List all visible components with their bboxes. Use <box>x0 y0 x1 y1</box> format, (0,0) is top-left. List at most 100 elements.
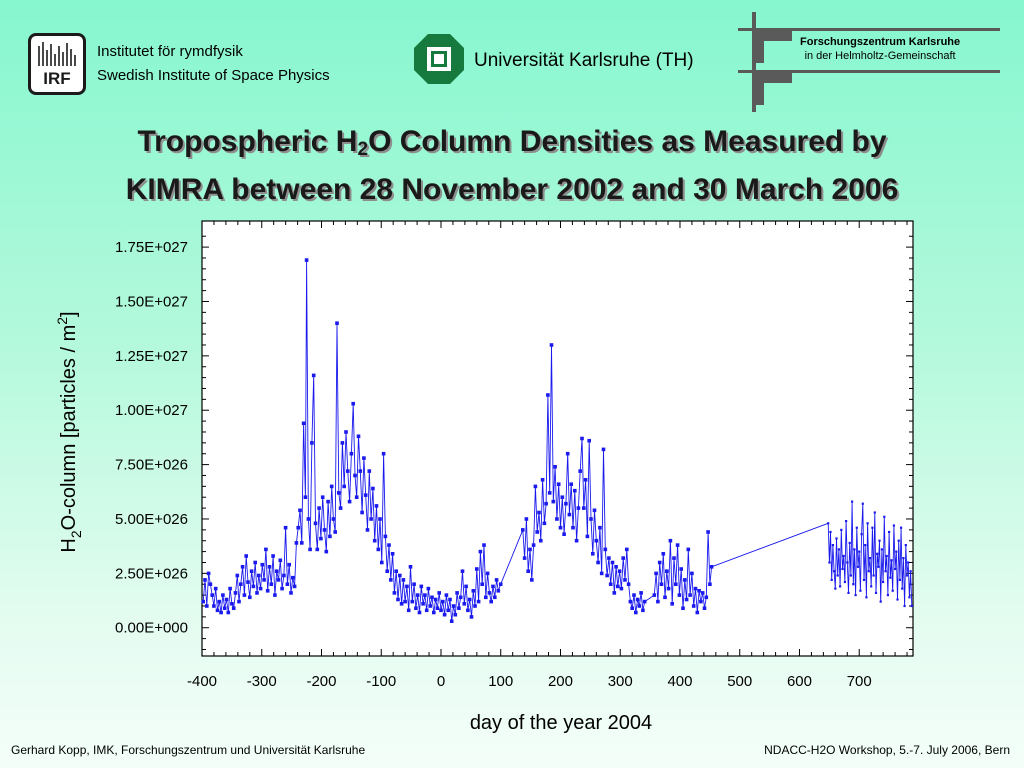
data-point <box>201 599 205 604</box>
data-point <box>337 491 341 495</box>
data-point <box>837 548 840 551</box>
data-point <box>433 597 438 602</box>
data-point <box>365 528 370 532</box>
x-axis-label: day of the year 2004 <box>470 712 652 734</box>
data-point <box>283 525 288 530</box>
data-point <box>841 567 844 571</box>
data-point <box>901 587 904 590</box>
data-point <box>466 608 470 613</box>
data-point <box>585 534 590 539</box>
data-point <box>351 401 355 406</box>
data-point <box>858 550 861 553</box>
data-point <box>396 597 400 602</box>
data-point <box>392 591 397 595</box>
data-point <box>437 591 441 595</box>
data-point <box>329 484 334 489</box>
data-point <box>322 528 327 532</box>
data-point <box>839 585 842 588</box>
data-point <box>859 589 862 592</box>
axis-tick-labels: -400 -300 -200 -100 0 100 200 300 400 500 600 700 0.… <box>115 239 872 690</box>
data-point <box>874 591 878 594</box>
data-point <box>885 554 888 558</box>
data-point <box>617 569 622 573</box>
data-point <box>835 537 838 540</box>
data-point <box>616 584 620 589</box>
fzk-name: Forschungszentrum Karlsruhe in der Helmh… <box>800 35 960 63</box>
footer-author: Gerhard Kopp, IMK, Forschungszentrum und… <box>11 743 366 757</box>
data-point <box>240 565 245 569</box>
data-point <box>628 599 633 604</box>
data-point <box>455 591 459 595</box>
data-point <box>419 584 424 589</box>
data-point <box>371 486 375 491</box>
data-point <box>280 586 284 591</box>
data-point <box>457 606 461 610</box>
data-point <box>592 508 597 513</box>
data-point <box>212 604 216 608</box>
data-point <box>253 560 257 565</box>
data-point <box>679 567 683 571</box>
data-point <box>878 539 881 542</box>
data-point <box>358 469 363 473</box>
data-point <box>203 578 207 582</box>
data-point <box>496 589 501 593</box>
data-point <box>453 612 458 617</box>
data-point <box>596 560 600 565</box>
data-point <box>867 570 870 573</box>
data-point <box>298 508 302 513</box>
data-point <box>206 571 211 576</box>
data-point <box>460 569 465 573</box>
data-point <box>249 569 254 573</box>
data-point <box>890 559 893 562</box>
data-point <box>688 593 692 597</box>
data-point <box>278 558 283 563</box>
data-point <box>389 578 393 582</box>
y-tick-label: 1.50E+027 <box>115 293 188 310</box>
data-point <box>231 606 236 610</box>
data-point <box>677 593 682 597</box>
y-tick-label: 1.25E+027 <box>115 348 188 365</box>
data-point <box>467 597 472 602</box>
data-point <box>269 582 274 586</box>
data-point <box>262 578 266 582</box>
data-point <box>521 528 525 532</box>
data-point <box>836 574 839 577</box>
data-point <box>674 582 678 586</box>
y-tick-label: 1.75E+027 <box>115 239 188 256</box>
data-point <box>394 569 398 573</box>
data-point <box>877 565 880 568</box>
data-point <box>300 541 304 545</box>
data-point <box>870 585 873 588</box>
data-point <box>608 582 613 586</box>
data-point <box>691 604 696 608</box>
data-point <box>695 610 700 615</box>
x-tick-label: 100 <box>488 673 513 690</box>
data-point <box>860 533 863 536</box>
data-point <box>383 534 388 539</box>
data-point <box>555 517 559 521</box>
irf-institute-name: Institutet för rymdfysik Swedish Institu… <box>97 40 330 88</box>
data-point <box>872 574 875 577</box>
data-point <box>897 539 900 542</box>
data-point <box>478 549 483 554</box>
page-title: Tropospheric H2O Column Densities as Mea… <box>0 122 1024 210</box>
data-point <box>530 578 534 582</box>
x-tick-label: 200 <box>548 673 573 690</box>
data-point <box>693 586 698 591</box>
data-point <box>441 599 445 604</box>
data-point <box>432 610 436 615</box>
data-point <box>390 552 395 556</box>
data-points <box>201 258 913 623</box>
data-point <box>625 547 629 552</box>
data-point <box>264 547 268 552</box>
data-point <box>378 517 382 521</box>
data-point <box>854 594 857 597</box>
data-point <box>258 586 263 591</box>
data-point <box>473 604 477 608</box>
data-point <box>533 484 538 489</box>
data-point <box>475 567 479 571</box>
irf-name-english: Swedish Institute of Space Physics <box>97 67 330 84</box>
data-point <box>704 595 709 600</box>
data-point <box>699 599 703 604</box>
x-tick-label: -400 <box>187 673 217 690</box>
